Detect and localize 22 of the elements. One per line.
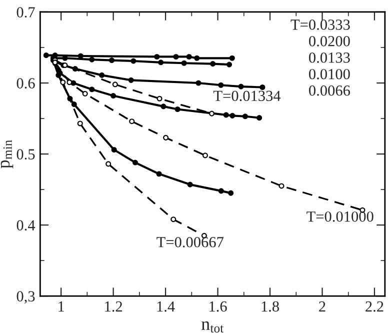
annotation: 0.0066 bbox=[309, 85, 350, 96]
annotation: 0.0200 bbox=[309, 36, 350, 46]
x-tick-label: 2.2 bbox=[366, 301, 384, 312]
annotation: T=0.01334 bbox=[214, 90, 281, 102]
x-tick-label: 1 bbox=[58, 301, 64, 312]
x-tick-label: 1.4 bbox=[157, 301, 175, 312]
x-tick-label: 1.2 bbox=[105, 301, 122, 312]
y-axis-title: p$_{min}$ bbox=[0, 140, 14, 168]
annotation: T=0.00667 bbox=[156, 237, 224, 248]
y-tick-label: 0.5 bbox=[16, 149, 35, 160]
annotation: 0.0100 bbox=[309, 68, 350, 80]
x-axis-title: n$_{tot}$ bbox=[202, 321, 224, 333]
y-tick-label: 0.6 bbox=[16, 78, 35, 89]
x-tick-label: 2 bbox=[319, 301, 326, 312]
y-tick-label: 0,3 bbox=[16, 291, 35, 304]
x-tick-label: 1.6 bbox=[210, 301, 227, 312]
y-tick-label: 0.4 bbox=[16, 220, 36, 231]
annotation: 0.0133 bbox=[309, 52, 350, 63]
x-tick-label: 1.8 bbox=[262, 301, 279, 312]
annotation: T=0.01000 bbox=[306, 211, 374, 222]
y-tick-label: 0.7 bbox=[16, 7, 35, 18]
annotation: T=0.0333 bbox=[290, 20, 350, 30]
